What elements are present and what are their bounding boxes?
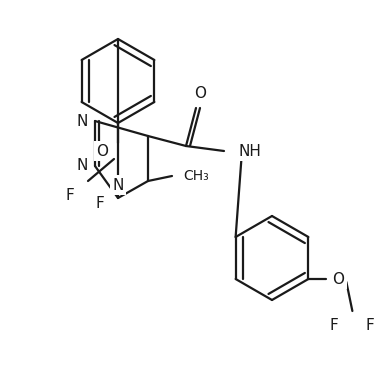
Text: N: N bbox=[112, 177, 124, 193]
Text: F: F bbox=[330, 317, 339, 332]
Text: N: N bbox=[76, 114, 88, 129]
Text: O: O bbox=[96, 144, 108, 159]
Text: F: F bbox=[66, 188, 74, 203]
Text: O: O bbox=[194, 86, 206, 102]
Text: F: F bbox=[96, 196, 104, 211]
Text: N: N bbox=[76, 159, 88, 173]
Text: CH₃: CH₃ bbox=[183, 169, 209, 183]
Text: F: F bbox=[366, 317, 375, 332]
Text: NH: NH bbox=[238, 144, 261, 159]
Text: O: O bbox=[333, 271, 344, 287]
